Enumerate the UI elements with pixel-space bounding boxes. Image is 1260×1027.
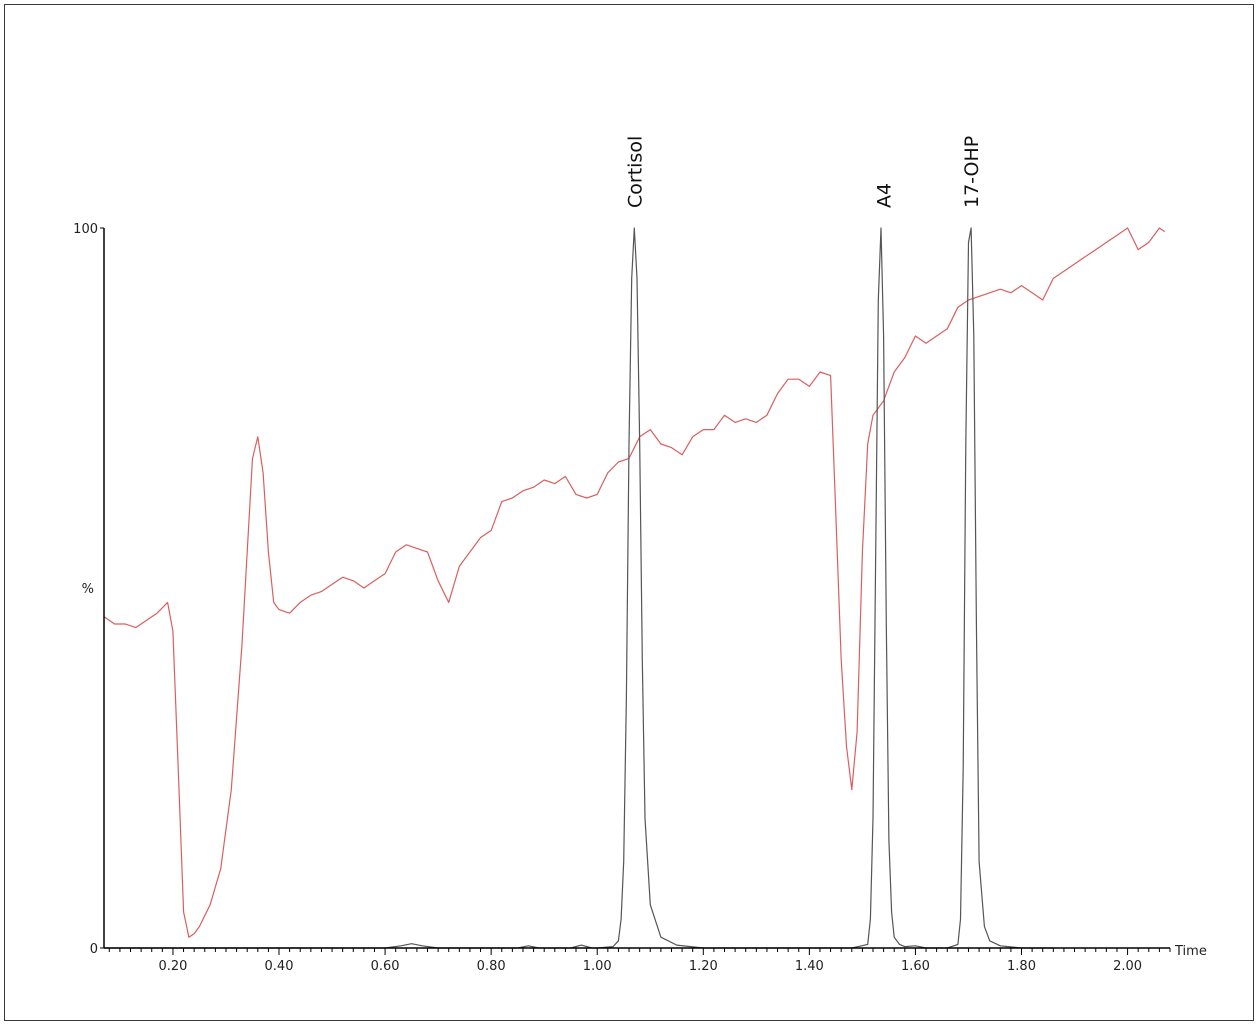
x-tick-label: 2.00: [1113, 959, 1142, 974]
y-tick-label: 0: [90, 942, 98, 957]
x-axis-label: Time: [1174, 944, 1207, 959]
x-tick-label: 1.40: [795, 959, 824, 974]
x-tick-label: 0.20: [158, 959, 187, 974]
x-tick-label: 0.60: [371, 959, 400, 974]
x-tick-label: 0.80: [477, 959, 506, 974]
chart-frame: [4, 4, 1254, 1021]
x-tick-label: 0.40: [265, 959, 294, 974]
x-tick-label: 1.60: [901, 959, 930, 974]
y-axis-label: %: [82, 582, 94, 597]
peak-label: A4: [874, 183, 896, 208]
series-line-red-trace: [103, 227, 1166, 938]
series-line-chromatogram: [104, 227, 1054, 949]
x-tick-label: 1.80: [1007, 959, 1036, 974]
x-tick-label: 1.20: [689, 959, 718, 974]
y-tick-label: 100: [73, 222, 98, 237]
x-tick-label: 1.00: [583, 959, 612, 974]
peak-label: 17-OHP: [961, 136, 983, 208]
peak-label: Cortisol: [624, 136, 646, 208]
